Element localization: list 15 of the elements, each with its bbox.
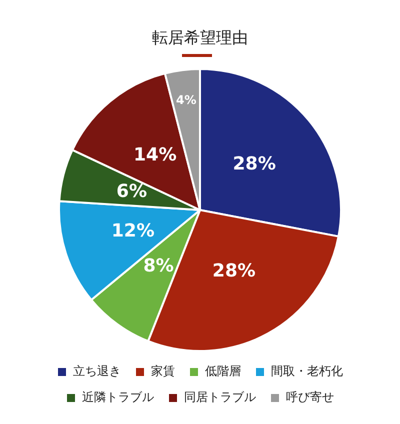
data-label: 4% — [176, 93, 196, 108]
legend-label: 間取・老朽化 — [271, 364, 343, 378]
legend-label: 家賃 — [151, 364, 175, 378]
legend-label: 呼び寄せ — [286, 390, 334, 404]
legend-label: 立ち退き — [73, 364, 121, 378]
data-label: 8% — [143, 256, 174, 277]
legend-label: 近隣トラブル — [82, 390, 154, 404]
data-label: 14% — [134, 144, 177, 166]
chart-title: 転居希望理由 — [151, 28, 249, 49]
data-label: 12% — [111, 220, 154, 242]
data-label: 28% — [232, 154, 276, 175]
data-label: 6% — [116, 181, 147, 202]
legend-label: 同居トラブル — [184, 390, 256, 404]
data-label: 28% — [212, 260, 256, 282]
legend-label: 低階層 — [205, 364, 241, 378]
